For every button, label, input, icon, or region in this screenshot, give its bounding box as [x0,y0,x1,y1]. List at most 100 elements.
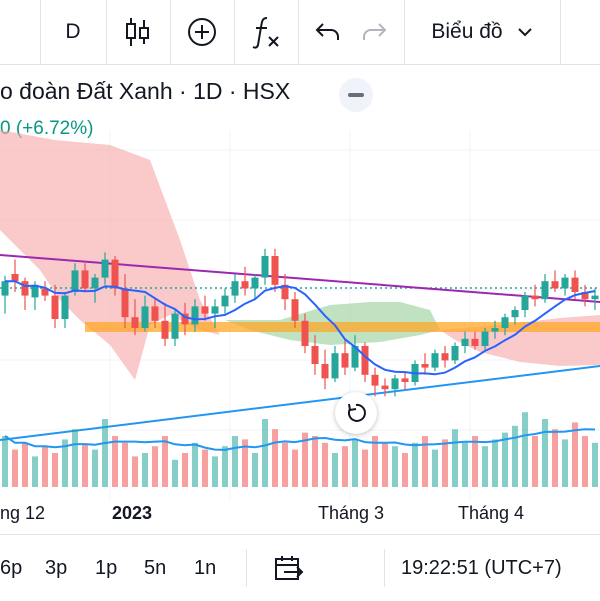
volume-bar [392,446,398,487]
volume-bar [472,436,478,487]
candle-body [381,385,389,390]
candle-body [391,378,399,390]
candle-body [41,288,49,296]
candle-body [501,317,509,328]
price-chart[interactable] [0,130,600,500]
redo-button[interactable] [350,0,400,64]
candle-body [371,374,379,386]
volume-bar [322,442,328,487]
volume-bar [302,432,308,487]
volume-bar [142,453,148,487]
candle-body [441,353,449,361]
support-zone [85,322,600,332]
candle-body [341,353,349,368]
timeframe-button[interactable]: 6p [0,557,23,579]
date-range-icon[interactable] [274,555,304,583]
candle-style-button[interactable] [106,0,170,64]
volume-bar [342,446,348,487]
candle-body [541,281,549,300]
volume-bar [532,436,538,487]
volume-bars [2,412,598,487]
symbol-title[interactable]: o đoàn Đất Xanh · 1D · HSX [0,78,291,104]
volume-bar [492,439,498,487]
volume-bar [512,425,518,487]
toolbar-separator [234,0,235,64]
top-toolbar: D [0,0,600,65]
candle-body [191,306,199,325]
volume-bar [122,442,128,487]
candle-body [111,259,119,289]
volume-bar [312,436,318,487]
clock-timezone[interactable]: 19:22:51 (UTC+7) [401,557,562,579]
compare-button[interactable] [170,0,234,64]
volume-bar [192,442,198,487]
volume-bar [552,429,558,487]
toolbar-separator [170,0,171,64]
volume-bar [502,432,508,487]
candle-body [31,284,39,298]
volume-bar [562,439,568,487]
timeframe-button[interactable]: 3p [45,557,68,579]
volume-bar [62,439,68,487]
candle-body [311,346,319,364]
timeframe-button[interactable]: 1n [194,557,217,579]
toolbar-separator [404,0,405,64]
bottom-toolbar: 6p 3p 1p 5n 1n 19:22:51 (UTC+7) [0,534,600,601]
chart-type-label: Biểu đồ [431,20,503,43]
candle-body [291,299,299,321]
support-trendline [0,365,600,441]
candle-body [171,313,179,339]
interval-label: D [65,20,81,43]
volume-bar [372,436,378,487]
timeframe-button[interactable]: 1p [95,557,118,579]
candle-body [421,364,429,368]
bottom-separator [384,549,385,587]
candle-body [361,346,369,375]
interval-button[interactable]: D [40,0,106,64]
candle-body [121,288,129,318]
candlestick-icon [126,18,149,46]
candle-body [511,310,519,318]
cloud-bearish [0,130,240,380]
candle-body [101,259,109,278]
candle-body [481,331,489,346]
collapse-legend-button[interactable] [339,78,373,112]
candle-body [21,281,29,296]
undo-button[interactable] [300,0,354,64]
candle-body [231,281,239,296]
toolbar-separator [40,0,41,64]
indicators-button[interactable] [234,0,298,64]
candle-body [521,295,529,310]
candle-body [451,346,459,361]
volume-bar [252,453,258,487]
chart-type-dropdown[interactable]: Biểu đồ [404,0,560,64]
candle-body [561,277,569,289]
candle-body [221,295,229,307]
volume-bar [262,419,268,487]
candle-body [1,281,9,296]
volume-bar [572,422,578,487]
volume-bar [42,446,48,487]
volume-bar [2,436,8,487]
candle-body [401,378,409,382]
candle-body [201,306,209,314]
candle-body [301,320,309,346]
bottom-separator [246,549,247,587]
volume-bar [132,456,138,487]
candle-body [281,284,289,300]
volume-bar [592,442,598,487]
candle-body [91,277,99,289]
undo-icon [315,23,339,40]
x-axis-label: ng 12 [0,503,46,523]
x-axis-label: Tháng 4 [458,503,525,523]
timeframe-button[interactable]: 5n [144,557,167,579]
volume-bar [212,456,218,487]
candle-body [241,281,249,289]
volume-bar [382,442,388,487]
candle-body [211,306,219,314]
candle-body [161,320,169,339]
reset-chart-button[interactable] [335,392,377,434]
volume-bar [172,459,178,487]
plus-circle-icon [188,18,216,46]
volume-bar [82,444,88,487]
